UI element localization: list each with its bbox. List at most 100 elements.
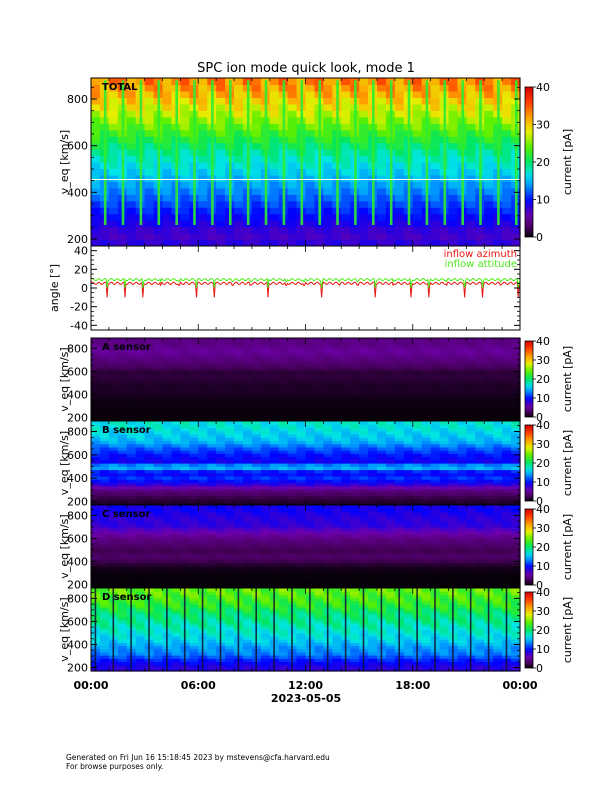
heatmap-cell: [270, 97, 280, 104]
heatmap-cell: [145, 84, 155, 91]
heatmap-cell: [189, 421, 199, 425]
heatmap-cell: [306, 162, 316, 169]
heatmap-cell: [180, 136, 190, 143]
heatmap-cell: [198, 117, 208, 124]
heatmap-cell: [261, 421, 271, 425]
heatmap-cell: [493, 233, 503, 240]
heatmap-cell: [234, 91, 244, 98]
heatmap-cell: [252, 227, 262, 234]
heatmap-cell: [395, 220, 405, 227]
spike-stripe: [479, 80, 482, 225]
heatmap-cell: [377, 194, 387, 201]
colorbar-gradient: [525, 341, 533, 417]
heatmap-cell: [216, 91, 226, 98]
heatmap-cell: [449, 156, 459, 163]
heatmap-cell: [359, 194, 369, 201]
heatmap-cell: [341, 214, 351, 221]
heatmap-cell: [466, 207, 476, 214]
heatmap-cell: [422, 338, 432, 342]
heatmap-cell: [404, 421, 414, 425]
heatmap-cell: [359, 130, 369, 137]
heatmap-cell: [189, 233, 199, 240]
heatmap-cell: [323, 110, 333, 117]
heatmap-cell: [180, 162, 190, 169]
heatmap-cell: [413, 194, 423, 201]
heatmap-cell: [288, 181, 298, 188]
heatmap-cell: [109, 214, 119, 221]
heatmap-cell: [198, 143, 208, 150]
heatmap-cell: [216, 156, 226, 163]
heatmap-cell: [100, 227, 110, 234]
heatmap-cell: [475, 421, 485, 425]
heatmap-cell: [377, 175, 387, 182]
heatmap-cell: [145, 149, 155, 156]
heatmap-cell: [359, 143, 369, 150]
heatmap-cell: [395, 110, 405, 117]
heatmap-cell: [484, 188, 494, 195]
legend-attitude: inflow attitude: [445, 259, 517, 270]
heatmap-cell: [216, 130, 226, 137]
heatmap-cell: [484, 194, 494, 201]
heatmap-cell: [449, 143, 459, 150]
heatmap-cell: [252, 220, 262, 227]
heatmap-cell: [109, 97, 119, 104]
heatmap-cell: [306, 110, 316, 117]
heatmap-cell: [466, 123, 476, 130]
heatmap-cell: [163, 181, 173, 188]
heatmap-cell: [395, 91, 405, 98]
heatmap-cell: [511, 338, 521, 342]
heatmap-cell: [109, 233, 119, 240]
spike-stripe: [229, 80, 232, 225]
heatmap-cell: [91, 117, 101, 124]
heatmap-cell: [341, 233, 351, 240]
heatmap-cell: [145, 91, 155, 98]
heatmap-cell: [154, 233, 164, 240]
heatmap-cell: [163, 130, 173, 137]
spike-stripe: [408, 80, 411, 225]
heatmap-cell: [377, 214, 387, 221]
heatmap-cell: [145, 181, 155, 188]
heatmap-cell: [466, 78, 476, 85]
heatmap-cell: [198, 130, 208, 137]
heatmap-cell: [431, 421, 441, 425]
heatmap-cell: [109, 104, 119, 111]
spike-stripe: [301, 80, 304, 225]
heatmap-cell: [180, 233, 190, 240]
heatmap-cell: [198, 188, 208, 195]
heatmap-cell: [288, 188, 298, 195]
heatmap-cell: [502, 168, 512, 175]
heatmap-cell: [198, 84, 208, 91]
heatmap-cell: [404, 227, 414, 234]
heatmap-cell: [252, 117, 262, 124]
heatmap-cell: [234, 201, 244, 208]
heatmap-cell: [306, 233, 316, 240]
colorbar-gradient: [525, 87, 533, 237]
heatmap-cell: [234, 97, 244, 104]
heatmap-cell: [377, 181, 387, 188]
heatmap-cell: [225, 338, 235, 342]
heatmap-cell: [234, 421, 244, 425]
heatmap-cell: [306, 123, 316, 130]
y-tick-label: 0: [81, 282, 88, 295]
heatmap-cell: [127, 227, 137, 234]
heatmap-cell: [413, 97, 423, 104]
heatmap-cell: [288, 117, 298, 124]
heatmap-cell: [449, 123, 459, 130]
heatmap-cell: [91, 207, 101, 214]
heatmap-cell: [252, 91, 262, 98]
heatmap-cell: [180, 130, 190, 137]
heatmap-cell: [395, 149, 405, 156]
heatmap-cell: [252, 123, 262, 130]
heatmap-cell: [198, 194, 208, 201]
heatmap-cell: [502, 149, 512, 156]
heatmap-cell: [288, 338, 298, 342]
heatmap-cell: [502, 162, 512, 169]
heatmap-cell: [234, 227, 244, 234]
heatmap-cell: [413, 207, 423, 214]
heatmap-cell: [323, 227, 333, 234]
heatmap-cell: [359, 233, 369, 240]
heatmap-cell: [323, 123, 333, 130]
heatmap-cell: [198, 156, 208, 163]
heatmap-cell: [395, 207, 405, 214]
heatmap-cell: [163, 123, 173, 130]
